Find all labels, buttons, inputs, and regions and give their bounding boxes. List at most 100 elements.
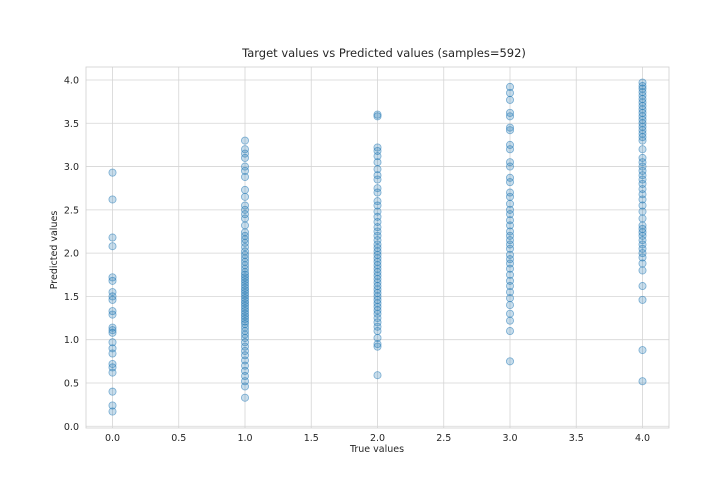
y-tick-label: 0.0	[64, 422, 79, 433]
scatter-point	[373, 201, 382, 210]
scatter-point	[373, 371, 382, 380]
scatter-point	[373, 227, 382, 236]
scatter-point	[240, 149, 249, 158]
scatter-point	[505, 210, 514, 219]
points-layer	[108, 78, 647, 416]
scatter-point	[638, 249, 647, 258]
scatter-point	[108, 368, 117, 377]
scatter-point	[505, 112, 514, 121]
scatter-point	[638, 214, 647, 223]
scatter-point	[373, 184, 382, 193]
scatter-point	[505, 301, 514, 310]
scatter-point	[638, 282, 647, 291]
scatter-point	[240, 382, 249, 391]
scatter-point	[505, 145, 514, 154]
scatter-point	[638, 82, 647, 91]
scatter-point	[108, 288, 117, 297]
scatter-point	[108, 387, 117, 396]
scatter-point	[505, 162, 514, 171]
scatter-point	[505, 95, 514, 104]
scatter-point	[373, 309, 382, 318]
scatter-point	[505, 282, 514, 291]
y-tick-label: 3.5	[64, 119, 79, 130]
scatter-point	[240, 342, 249, 351]
scatter-point	[638, 259, 647, 268]
scatter-point	[240, 317, 249, 326]
scatter-point	[240, 333, 249, 342]
scatter-point	[240, 172, 249, 181]
y-tick-label: 1.5	[64, 292, 79, 303]
scatter-point	[240, 346, 249, 355]
scatter-point	[240, 210, 249, 219]
scatter-point	[373, 236, 382, 245]
scatter-point	[108, 295, 117, 304]
scatter-point	[373, 188, 382, 197]
scatter-point	[240, 221, 249, 230]
y-tick-label: 3.0	[64, 162, 79, 173]
scatter-point	[505, 192, 514, 201]
scatter-point	[505, 188, 514, 197]
scatter-point	[638, 136, 647, 145]
scatter-point	[638, 231, 647, 240]
scatter-point	[505, 309, 514, 318]
scatter-point	[638, 158, 647, 167]
scatter-point	[505, 82, 514, 91]
scatter-point	[373, 340, 382, 349]
scatter-point	[108, 328, 117, 337]
scatter-point	[638, 295, 647, 304]
scatter-point	[240, 192, 249, 201]
scatter-point	[108, 242, 117, 251]
scatter-point	[638, 153, 647, 162]
scatter-point	[505, 158, 514, 167]
scatter-point	[638, 244, 647, 253]
scatter-point	[505, 205, 514, 214]
scatter-point	[373, 197, 382, 206]
scatter-point	[638, 162, 647, 171]
scatter-point	[240, 338, 249, 347]
scatter-point	[108, 233, 117, 242]
scatter-point	[373, 342, 382, 351]
scatter-point	[638, 266, 647, 275]
scatter-point	[505, 140, 514, 149]
plot-frame	[85, 66, 670, 429]
scatter-point	[240, 136, 249, 145]
scatter-point	[373, 112, 382, 121]
scatter-point	[108, 401, 117, 410]
scatter-point	[108, 310, 117, 319]
scatter-point	[505, 126, 514, 135]
scatter-point	[505, 236, 514, 245]
scatter-point	[638, 145, 647, 154]
scatter-point	[108, 349, 117, 358]
scatter-point	[638, 175, 647, 184]
x-tick-label: 2.0	[370, 433, 385, 444]
scatter-point	[240, 153, 249, 162]
scatter-point	[373, 165, 382, 174]
scatter-point	[505, 270, 514, 279]
y-tick-label: 1.0	[64, 335, 79, 346]
x-tick-label: 3.0	[502, 433, 517, 444]
scatter-point	[505, 288, 514, 297]
scatter-point	[505, 199, 514, 208]
scatter-point	[240, 393, 249, 402]
y-tick-label: 2.5	[64, 205, 79, 216]
scatter-point	[373, 333, 382, 342]
scatter-point	[373, 152, 382, 161]
scatter-point	[108, 168, 117, 177]
scatter-point	[505, 240, 514, 249]
scatter-point	[505, 255, 514, 264]
x-axis-label: True values	[349, 444, 404, 455]
scatter-point	[638, 166, 647, 175]
scatter-point	[108, 326, 117, 335]
scatter-point	[240, 166, 249, 175]
scatter-point	[505, 221, 514, 230]
scatter-point	[505, 88, 514, 97]
y-tick-label: 4.0	[64, 75, 79, 86]
ticks-layer: 0.0 0.5 1.0 1.5 2.0 2.5 3.0 3.5 4.0 0.0 0.5 1.0 1.5 2…	[64, 75, 650, 444]
scatter-point	[638, 195, 647, 204]
scatter-point	[240, 238, 249, 247]
scatter-point	[373, 175, 382, 184]
y-tick-label: 2.0	[64, 249, 79, 260]
scatter-point	[505, 227, 514, 236]
scatter-point	[373, 318, 382, 327]
